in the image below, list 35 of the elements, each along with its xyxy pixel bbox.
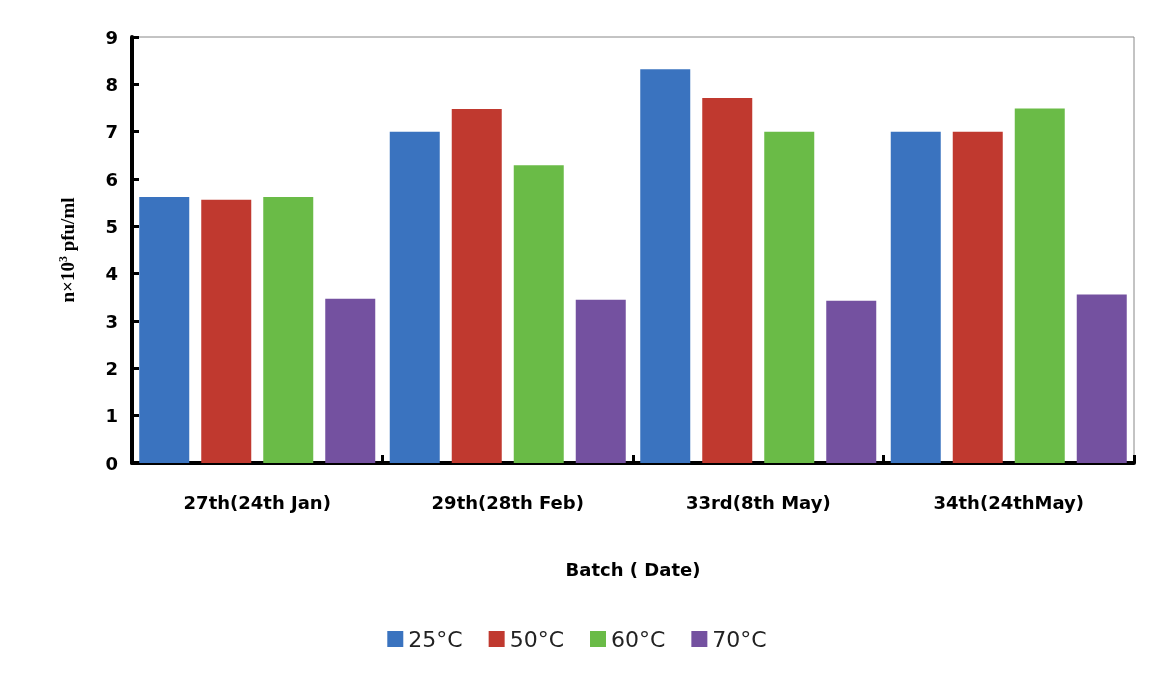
y-tick-label: 1 <box>105 405 118 427</box>
bar <box>826 300 877 463</box>
bar <box>325 298 376 463</box>
bar <box>139 196 190 463</box>
bar <box>890 131 941 463</box>
bar <box>201 199 252 463</box>
bar <box>640 69 691 463</box>
y-tick-label: 4 <box>105 263 118 285</box>
bar <box>263 196 314 463</box>
x-tick-label: 33rd(8th May) <box>685 491 831 513</box>
x-tick-label: 34th(24thMay) <box>933 491 1085 513</box>
bar <box>1076 294 1127 463</box>
bar <box>702 98 753 463</box>
bar <box>952 131 1003 463</box>
bar <box>389 131 440 463</box>
legend-label: 60°C <box>611 626 666 652</box>
y-tick-label: 8 <box>105 73 118 95</box>
y-tick-label: 2 <box>105 357 118 379</box>
x-tick-label: 29th(28th Feb) <box>431 491 584 513</box>
x-tick-label: 27th(24th Jan) <box>183 491 331 513</box>
legend-label: 25°C <box>408 626 463 652</box>
bar <box>513 165 564 463</box>
bar <box>1014 108 1065 463</box>
y-tick-label: 9 <box>105 26 118 48</box>
legend-label: 70°C <box>712 626 767 652</box>
y-tick-label: 6 <box>105 168 118 190</box>
bar <box>451 108 502 463</box>
y-tick-label: 3 <box>105 310 118 332</box>
y-tick-label: 5 <box>105 215 118 237</box>
bar <box>764 131 815 463</box>
legend-label: 50°C <box>509 626 564 652</box>
bar <box>575 299 626 463</box>
y-tick-label: 0 <box>105 452 118 474</box>
x-axis-title: Batch ( Date) <box>565 558 701 580</box>
y-tick-label: 7 <box>105 121 118 143</box>
